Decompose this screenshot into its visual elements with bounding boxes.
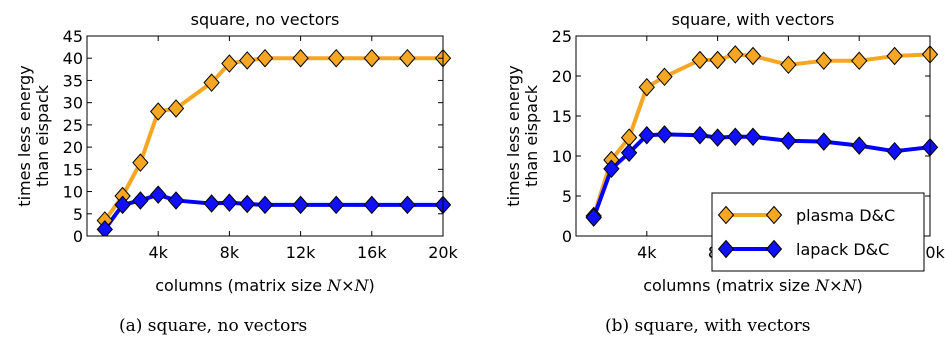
data-point [727, 127, 744, 147]
y-tick-label: 25 [63, 116, 83, 135]
caption-a: (a) square, no vectors [119, 316, 308, 336]
legend-marker [717, 239, 735, 259]
y-axis-label: times less energy [15, 65, 34, 206]
data-point [399, 195, 416, 215]
x-tick-label: 4k [637, 243, 657, 262]
legend: plasma D&C lapack D&C [711, 192, 925, 272]
data-point [132, 191, 149, 210]
data-point [221, 193, 238, 212]
data-point [203, 194, 220, 213]
x-tick-label: 12k [286, 243, 316, 262]
data-point [114, 195, 131, 215]
data-point [603, 159, 620, 179]
data-point [239, 51, 256, 70]
data-point [815, 51, 832, 71]
data-point [256, 48, 274, 68]
y-axis-label: than eispack [33, 84, 52, 187]
chart-panel-a: square, no vectors 0 5 10 15 20 25 30 35 40 45 4k 8k… [15, 10, 459, 295]
x-tick-label: 4k [148, 243, 168, 262]
data-point [886, 46, 903, 66]
legend-marker [765, 239, 783, 259]
y-tick-label: 10 [552, 147, 572, 166]
y-tick-label: 30 [63, 94, 83, 113]
chart-title: square, with vectors [672, 10, 835, 29]
y-tick-label: 5 [562, 187, 572, 206]
legend-marker [717, 205, 735, 225]
y-tick-label: 15 [552, 107, 572, 126]
legend-box [711, 192, 925, 272]
y-tick-label: 0 [562, 227, 572, 246]
caption-b: (b) square, with vectors [605, 316, 811, 336]
plot-area [96, 48, 452, 236]
legend-label: lapack D&C [796, 240, 889, 259]
data-point [96, 220, 113, 236]
y-axis-label: than eispack [522, 84, 541, 187]
data-point [709, 128, 726, 147]
x-axis-label: columns (matrix size N×N) [643, 276, 863, 295]
y-tick-label: 15 [63, 160, 83, 179]
data-point [691, 125, 709, 145]
data-point [744, 127, 762, 147]
data-point [851, 51, 868, 71]
y-tick-label: 0 [73, 227, 83, 246]
data-point [656, 125, 673, 144]
y-tick-label: 20 [552, 67, 572, 86]
y-tick-label: 35 [63, 71, 83, 90]
data-point [727, 45, 744, 64]
data-point [585, 208, 602, 227]
y-tick-label: 45 [63, 27, 83, 46]
data-point [638, 125, 655, 145]
data-point [167, 99, 185, 118]
data-point [780, 131, 797, 151]
y-axis-label: times less energy [504, 65, 523, 206]
data-point [221, 54, 238, 73]
data-point [292, 48, 309, 68]
data-point [363, 195, 380, 215]
data-point [167, 191, 185, 210]
data-point [709, 50, 726, 70]
y-tick-label: 10 [63, 183, 83, 202]
data-point [239, 194, 256, 214]
chart-title: square, no vectors [191, 10, 340, 29]
data-point [132, 153, 149, 172]
x-axis-label: columns (matrix size N×N) [155, 276, 375, 295]
x-tick-label: 8k [220, 243, 240, 262]
data-point [150, 102, 167, 121]
plot-area [585, 45, 939, 227]
data-point [886, 141, 903, 161]
data-point [363, 48, 380, 68]
data-point [656, 67, 673, 87]
legend-label: plasma D&C [796, 206, 895, 225]
x-tick-label: 20k [428, 243, 458, 262]
plot-frame [86, 35, 444, 237]
chart-panel-b: square, with vectors05101520254k8k12k16k… [504, 10, 945, 295]
data-point [851, 136, 868, 155]
data-point [620, 143, 638, 163]
y-tick-label: 25 [552, 27, 572, 46]
data-point [744, 46, 762, 66]
data-point [399, 48, 416, 68]
data-point [328, 195, 345, 215]
data-point [691, 50, 709, 70]
y-tick-label: 20 [63, 138, 83, 157]
data-point [815, 132, 832, 151]
data-point [150, 185, 167, 204]
data-point [203, 73, 220, 92]
data-point [328, 48, 345, 68]
data-point [638, 77, 655, 97]
x-tick-label: 16k [357, 243, 387, 262]
legend-marker [765, 205, 783, 225]
y-tick-label: 40 [63, 49, 83, 68]
y-tick-label: 5 [73, 205, 83, 224]
data-point [292, 195, 309, 215]
data-point [256, 195, 274, 215]
data-point [780, 55, 797, 75]
